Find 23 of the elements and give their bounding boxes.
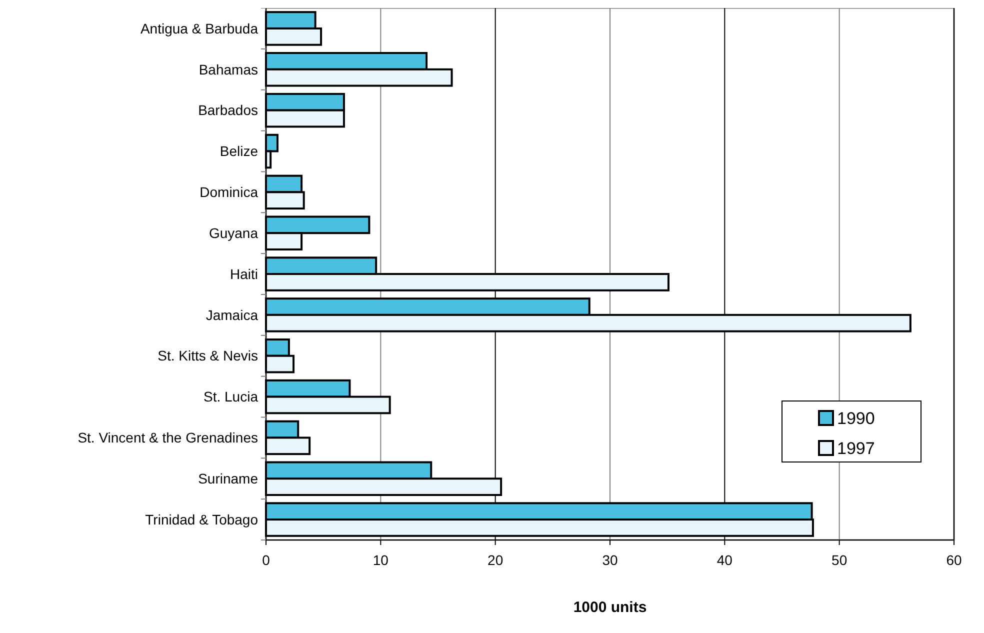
x-tick-label: 50 xyxy=(832,552,848,568)
x-tick-label: 20 xyxy=(488,552,504,568)
x-tick-label: 10 xyxy=(372,552,389,568)
x-tick-label: 40 xyxy=(716,552,733,568)
y-tick-label: St. Kitts & Nevis xyxy=(158,348,258,364)
y-tick-label: St. Lucia xyxy=(204,388,258,405)
y-tick-label: Haiti xyxy=(230,266,258,282)
x-tick-label: 60 xyxy=(946,552,962,568)
x-axis-title: 1000 units xyxy=(573,599,647,616)
x-tick-label: 0 xyxy=(262,552,270,568)
y-tick-label: Trinidad & Tobago xyxy=(145,511,258,528)
x-tick-label: 30 xyxy=(602,552,618,568)
y-tick-label: Belize xyxy=(220,143,258,160)
y-tick-label: St. Vincent & the Grenadines xyxy=(78,430,258,446)
y-tick-label: Bahamas xyxy=(198,61,258,78)
y-tick-label: Jamaica xyxy=(206,306,258,323)
legend-label: 1990 xyxy=(837,408,875,428)
y-tick-label: Dominica xyxy=(200,184,258,200)
y-tick-label: Antigua & Barbuda xyxy=(140,20,258,36)
y-tick-label: Guyana xyxy=(208,224,258,241)
y-tick-label: Barbados xyxy=(198,102,258,118)
y-tick-label: Suriname xyxy=(198,470,258,487)
legend-label: 1997 xyxy=(837,438,875,458)
